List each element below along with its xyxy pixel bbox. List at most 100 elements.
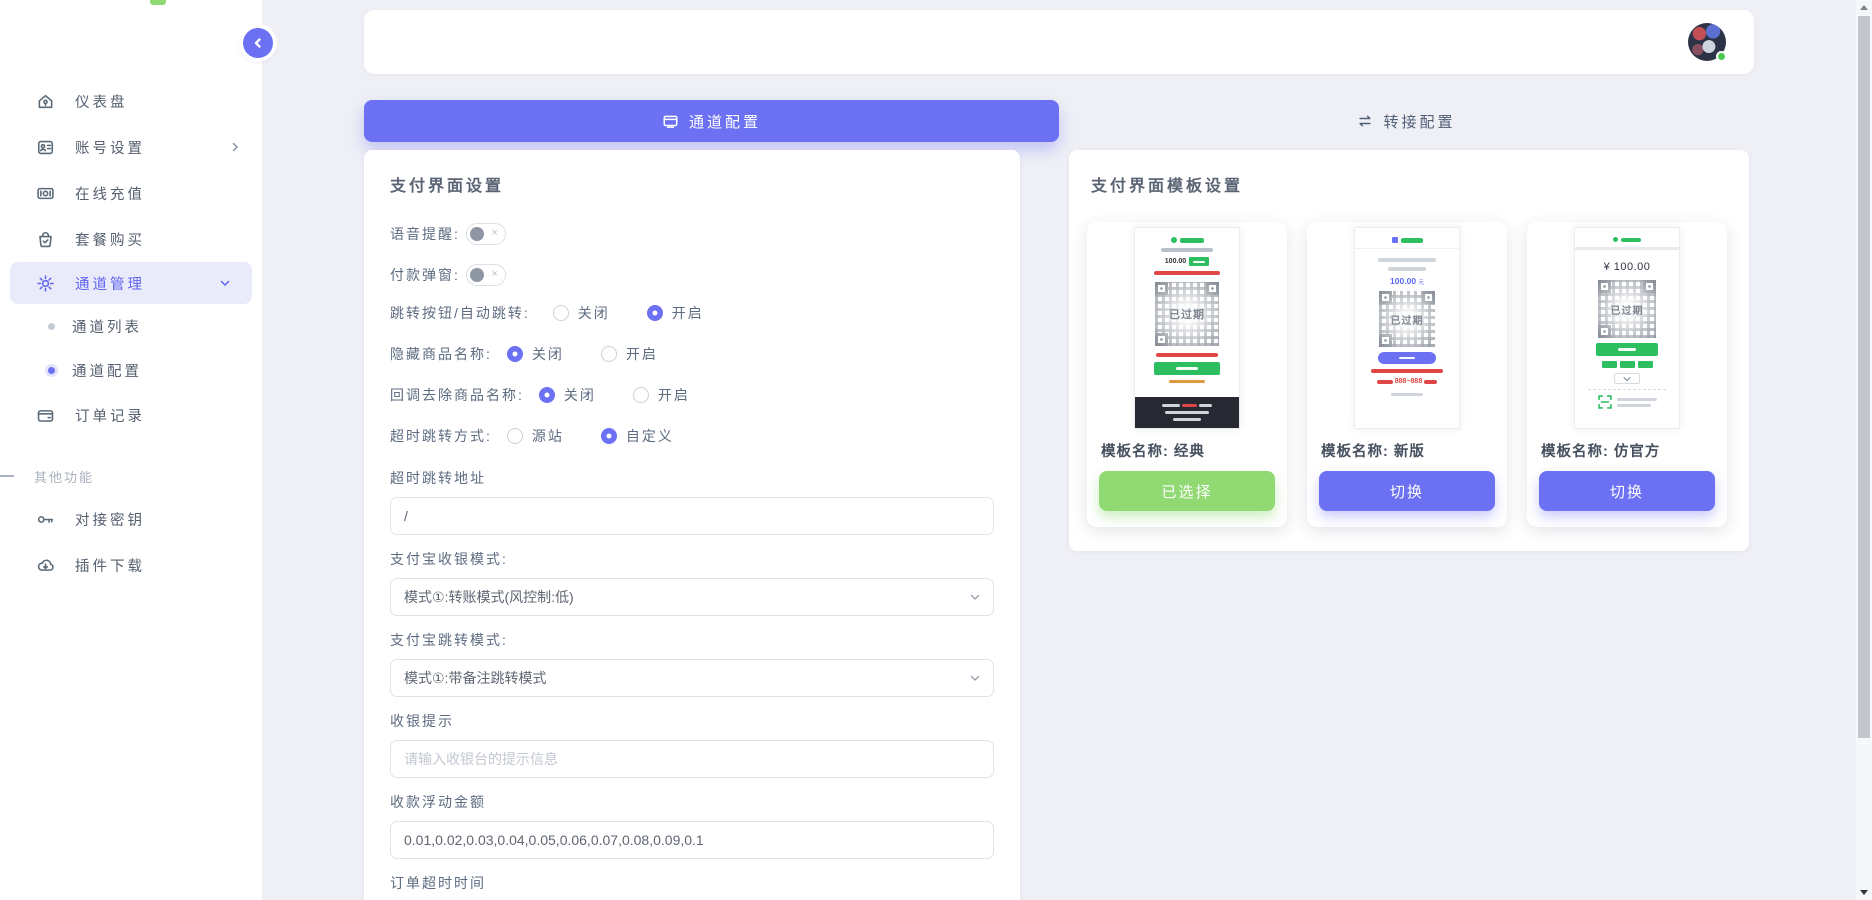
radio-option-on[interactable]: 开启 (624, 385, 690, 405)
qr-expired-label: 已过期 (1379, 291, 1435, 347)
logo (150, 0, 166, 5)
radio-label: 开启 (625, 346, 658, 362)
radio-option-custom[interactable]: 自定义 (592, 426, 674, 446)
sidebar-item-order-records[interactable]: 订单记录 (0, 392, 262, 438)
mock-divider (1355, 248, 1459, 249)
template-switch-button[interactable]: 切换 (1539, 471, 1715, 511)
payment-popup-toggle[interactable]: × (465, 264, 506, 286)
tab-bar: 通道配置 转接配置 (364, 100, 1754, 142)
template-name: 模板名称: 新版 (1321, 444, 1425, 460)
mock-dark-footer (1135, 397, 1239, 428)
voice-alert-toggle[interactable]: × (465, 223, 506, 245)
mock-warning-line (1156, 353, 1218, 357)
template-settings-panel: 支付界面模板设置 100.00 (1069, 150, 1749, 551)
bullet-icon (48, 322, 55, 330)
chevron-right-icon (232, 142, 239, 152)
radio-label: 源站 (531, 428, 564, 444)
scrollbar[interactable] (1856, 0, 1872, 900)
sidebar-subitem-channel-config[interactable]: 通道配置 (0, 348, 262, 392)
radio-option-off[interactable]: 关闭 (498, 344, 564, 364)
sidebar-item-label: 套餐购买 (75, 232, 145, 249)
field-label: 超时跳转方式: (390, 428, 492, 444)
sidebar-item-online-recharge[interactable]: 在线充值 (0, 170, 262, 216)
mock-text-line (1391, 393, 1423, 396)
field-label: 收银提示 (390, 713, 454, 729)
toggle-knob (469, 227, 484, 241)
template-selected-button[interactable]: 已选择 (1099, 471, 1275, 511)
chevron-down-icon (970, 594, 980, 600)
sidebar-nav: 仪表盘 账号设置 在线充值 套餐购买 通道管理 通道列表 通道配置 (0, 0, 262, 588)
radio-option-on[interactable]: 开启 (638, 303, 704, 323)
mock-text-line (1161, 248, 1213, 252)
alipay-jump-mode-select[interactable]: 模式①:带备注跳转模式 (390, 659, 994, 697)
chevron-down-icon (220, 280, 230, 287)
sidebar-item-label: 在线充值 (75, 186, 145, 203)
mock-header (1170, 237, 1204, 243)
field-label: 订单超时时间 (390, 875, 486, 891)
chevron-left-icon (254, 38, 261, 48)
phone-mockup-classic: 100.00 已过期 (1134, 227, 1240, 429)
template-preview-new[interactable]: 100.00 元 已过期 888~888 (1319, 225, 1495, 431)
radio-option-off[interactable]: 关闭 (530, 385, 596, 405)
mock-expand-chevron (1614, 373, 1640, 384)
cloud-download-icon (37, 558, 54, 571)
mock-text-line (1388, 267, 1426, 271)
panel-title: 支付界面设置 (390, 178, 505, 195)
sidebar: 仪表盘 账号设置 在线充值 套餐购买 通道管理 通道列表 通道配置 (0, 0, 262, 900)
radio-row-jump-button: 跳转按钮/自动跳转: 关闭 开启 (390, 304, 994, 322)
sidebar-item-label: 通道管理 (75, 276, 145, 293)
radio-option-on[interactable]: 开启 (592, 344, 658, 364)
field-label: 回调去除商品名称: (390, 387, 524, 403)
sidebar-collapse-button[interactable] (243, 28, 273, 58)
radio-icon (632, 387, 649, 403)
sidebar-item-account-settings[interactable]: 账号设置 (0, 124, 262, 170)
mock-badge-bar (1400, 237, 1423, 243)
sidebar-item-package-purchase[interactable]: 套餐购买 (0, 216, 262, 262)
field-label: 支付宝收银模式: (390, 551, 508, 567)
floating-amount-input[interactable] (390, 821, 994, 859)
select-value: 模式①:带备注跳转模式 (404, 670, 547, 686)
toggle-row-voice-alert: 语音提醒: × (390, 222, 994, 246)
scroll-up-arrow-icon[interactable] (1860, 5, 1868, 10)
payment-settings-panel: 支付界面设置 语音提醒: × 付款弹窗: × 跳转按钮/自动跳转: 关闭 开启 … (364, 150, 1020, 900)
mock-warning-line (1154, 271, 1220, 275)
alipay-cashier-mode-select[interactable]: 模式①:转账模式(风控制:低) (390, 578, 994, 616)
timeout-jump-url-input[interactable] (390, 497, 994, 535)
tab-channel-config[interactable]: 通道配置 (364, 100, 1059, 142)
account-icon (37, 140, 54, 154)
select-value: 模式①:转账模式(风控制:低) (404, 589, 574, 605)
sidebar-section-other: 其他功能 (0, 466, 262, 486)
sidebar-item-channel-management[interactable]: 通道管理 (10, 262, 252, 304)
phone-mockup-official: ¥ 100.00 已过期 (1574, 227, 1680, 429)
mock-warning-line (1371, 369, 1443, 373)
cashier-tip-input[interactable] (390, 740, 994, 778)
field-alipay-cashier-mode: 支付宝收银模式: 模式①:转账模式(风控制:低) (390, 549, 994, 616)
field-label: 隐藏商品名称: (390, 346, 492, 362)
scroll-down-arrow-icon[interactable] (1860, 890, 1868, 895)
radio-option-source[interactable]: 源站 (498, 426, 564, 446)
top-bar (364, 10, 1754, 74)
radio-icon (600, 346, 617, 362)
field-cashier-tip: 收银提示 (390, 711, 994, 778)
gear-icon (37, 274, 54, 292)
template-preview-classic[interactable]: 100.00 已过期 (1099, 225, 1275, 431)
mock-header (1391, 237, 1423, 243)
scrollbar-thumb[interactable] (1858, 16, 1870, 738)
sidebar-subitem-label: 通道列表 (72, 319, 142, 336)
sidebar-item-plugin-download[interactable]: 插件下载 (0, 542, 262, 588)
mock-green-button (1596, 343, 1658, 356)
template-card-official: ¥ 100.00 已过期 (1527, 222, 1727, 527)
radio-label: 自定义 (625, 428, 674, 444)
sidebar-item-api-keys[interactable]: 对接密钥 (0, 496, 262, 542)
radio-row-timeout-jump-mode: 超时跳转方式: 源站 自定义 (390, 427, 994, 445)
qr-code: 已过期 (1598, 280, 1656, 338)
template-switch-button[interactable]: 切换 (1319, 471, 1495, 511)
radio-icon (506, 428, 523, 444)
template-preview-official[interactable]: ¥ 100.00 已过期 (1539, 225, 1715, 431)
qr-expired-label: 已过期 (1598, 280, 1656, 338)
tab-transfer-config[interactable]: 转接配置 (1059, 100, 1754, 142)
avatar[interactable] (1688, 23, 1727, 62)
radio-option-off[interactable]: 关闭 (544, 303, 610, 323)
sidebar-item-dashboard[interactable]: 仪表盘 (0, 78, 262, 124)
sidebar-subitem-channel-list[interactable]: 通道列表 (0, 304, 262, 348)
